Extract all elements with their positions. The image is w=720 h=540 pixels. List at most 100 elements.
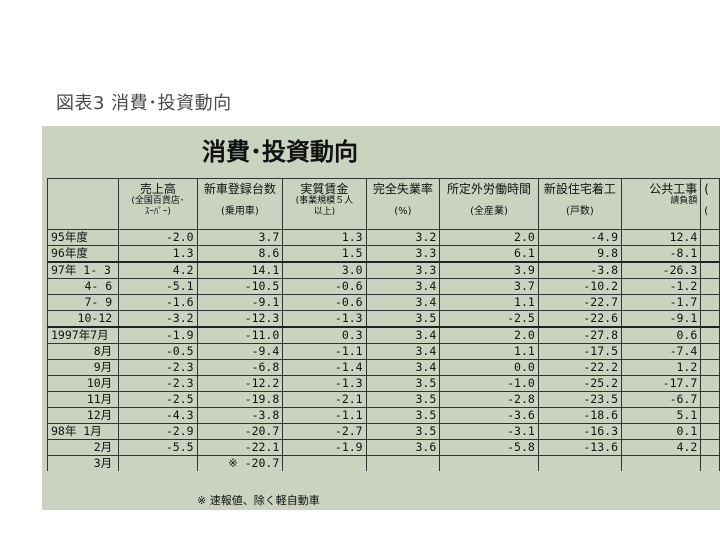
header-col-overtime: 所定外労働時間 (全産業) <box>439 178 539 230</box>
cell-value: -11.0 <box>196 326 284 344</box>
cell-value: -22.1 <box>196 439 284 456</box>
cell-cutoff <box>700 343 720 360</box>
header-main: 完全失業率 <box>372 182 433 196</box>
cell-value: -22.6 <box>537 310 623 328</box>
cell-value: -1.3 <box>282 375 367 392</box>
cell-value: -2.5 <box>439 310 539 328</box>
cell-value: 3.5 <box>365 391 441 408</box>
table-row: 96年度 1.3 8.6 1.5 3.3 6.1 9.8 -8.1 <box>46 245 720 263</box>
cell-value: 3.5 <box>365 423 441 440</box>
row-label: 11月 <box>46 391 120 408</box>
cell-value: -0.6 <box>282 278 367 295</box>
cell-value: -12.2 <box>196 375 284 392</box>
cell-cutoff <box>700 439 720 456</box>
cell-value <box>118 455 198 471</box>
header-sub: (事業規模５人 <box>295 196 354 206</box>
cell-value: -9.4 <box>196 343 284 360</box>
header-col-unemp: 完全失業率 (%) <box>365 178 441 230</box>
cell-value: 3.5 <box>365 310 441 328</box>
cell-value: 1.5 <box>282 245 367 263</box>
cell-value: 5.1 <box>620 407 702 424</box>
cell-value: -5.1 <box>118 278 198 295</box>
header-col-sales: 売上高 (全国百貨店･ ｽｰﾊﾟｰ) <box>118 178 198 230</box>
cell-value: -25.2 <box>537 375 623 392</box>
header-main: 新設住宅着工 <box>543 182 616 196</box>
cell-value: 3.7 <box>439 278 539 295</box>
cell-value: -19.8 <box>196 391 284 408</box>
cell-value: -1.1 <box>282 343 367 360</box>
cell-cutoff <box>700 375 720 392</box>
table-title: 消費･投資動向 <box>202 138 358 166</box>
cell-value: -22.2 <box>537 359 623 376</box>
cell-cutoff <box>700 261 720 279</box>
row-label: 8月 <box>46 343 120 360</box>
cell-value: -18.6 <box>537 407 623 424</box>
cell-value: -1.3 <box>282 310 367 328</box>
cell-value: 0.1 <box>620 423 702 440</box>
cell-value: -6.8 <box>196 359 284 376</box>
cell-value: -2.0 <box>118 229 198 246</box>
table-row: 97年 1- 3 4.2 14.1 3.0 3.3 3.9 -3.8 -26.3 <box>46 261 720 279</box>
table-row: 10-12 -3.2 -12.3 -1.3 3.5 -2.5 -22.6 -9.1 <box>46 310 720 328</box>
cell-cutoff <box>700 407 720 424</box>
header-col-newcar: 新車登録台数 (乗用車) <box>196 178 284 230</box>
row-label: 96年度 <box>46 245 120 263</box>
row-label: 97年 1- 3 <box>46 261 120 279</box>
cell-value: -2.5 <box>118 391 198 408</box>
table-row: 1997年7月 -1.9 -11.0 0.3 3.4 2.0 -27.8 0.6 <box>46 326 720 344</box>
row-label: 7- 9 <box>46 294 120 311</box>
cell-value: 1.1 <box>439 294 539 311</box>
cell-value: -3.6 <box>439 407 539 424</box>
cell-value: 12.4 <box>620 229 702 246</box>
header-sub: 請負額 <box>670 196 698 206</box>
header-sub: (全国百貨店･ <box>131 196 185 206</box>
cell-value: -4.3 <box>118 407 198 424</box>
row-label: 4- 6 <box>46 278 120 295</box>
header-col-label <box>46 178 120 230</box>
table-row: 10月 -2.3 -12.2 -1.3 3.5 -1.0 -25.2 -17.7 <box>46 375 720 392</box>
cell-value: -3.2 <box>118 310 198 328</box>
table-row: 8月 -0.5 -9.4 -1.1 3.4 1.1 -17.5 -7.4 <box>46 343 720 360</box>
cell-value: -23.5 <box>537 391 623 408</box>
cell-value: 3.2 <box>365 229 441 246</box>
cell-value <box>439 455 539 471</box>
cell-value: -3.8 <box>196 407 284 424</box>
table-row: 9月 -2.3 -6.8 -1.4 3.4 0.0 -22.2 1.2 <box>46 359 720 376</box>
cell-cutoff <box>700 391 720 408</box>
cell-cutoff <box>700 294 720 311</box>
cell-value: -7.4 <box>620 343 702 360</box>
cell-value: 1.3 <box>282 229 367 246</box>
cell-value: 3.4 <box>365 359 441 376</box>
cell-value: 1.3 <box>118 245 198 263</box>
cell-value: -2.8 <box>439 391 539 408</box>
table-row: 12月 -4.3 -3.8 -1.1 3.5 -3.6 -18.6 5.1 <box>46 407 720 424</box>
cell-value: -17.5 <box>537 343 623 360</box>
header-main: 公共工事 <box>649 182 698 196</box>
cell-value: 3.3 <box>365 261 441 279</box>
cell-value: -1.7 <box>620 294 702 311</box>
row-label: 2月 <box>46 439 120 456</box>
table-row: 3月 ※ -20.7 <box>46 455 720 471</box>
cell-value <box>620 455 702 471</box>
table-row: 2月 -5.5 -22.1 -1.9 3.6 -5.8 -13.6 4.2 <box>46 439 720 456</box>
cell-cutoff <box>700 359 720 376</box>
header-col-housing: 新設住宅着工 (戸数) <box>537 178 623 230</box>
table-row: 4- 6 -5.1 -10.5 -0.6 3.4 3.7 -10.2 -1.2 <box>46 278 720 295</box>
cell-value: -2.3 <box>118 375 198 392</box>
cell-value: 3.4 <box>365 343 441 360</box>
row-label: 1997年7月 <box>46 326 120 344</box>
cell-value: -1.2 <box>620 278 702 295</box>
cell-cutoff <box>700 229 720 246</box>
cell-value: -1.4 <box>282 359 367 376</box>
table-row: 11月 -2.5 -19.8 -2.1 3.5 -2.8 -23.5 -6.7 <box>46 391 720 408</box>
table-row: 95年度 -2.0 3.7 1.3 3.2 2.0 -4.9 12.4 <box>46 229 720 246</box>
cell-value: 3.4 <box>365 294 441 311</box>
cell-cutoff <box>700 326 720 344</box>
cell-cutoff <box>700 245 720 263</box>
cell-value <box>365 455 441 471</box>
cell-value: -10.5 <box>196 278 284 295</box>
cell-value: -22.7 <box>537 294 623 311</box>
cell-value: 3.3 <box>365 245 441 263</box>
cell-value: -4.9 <box>537 229 623 246</box>
cell-value: 0.0 <box>439 359 539 376</box>
